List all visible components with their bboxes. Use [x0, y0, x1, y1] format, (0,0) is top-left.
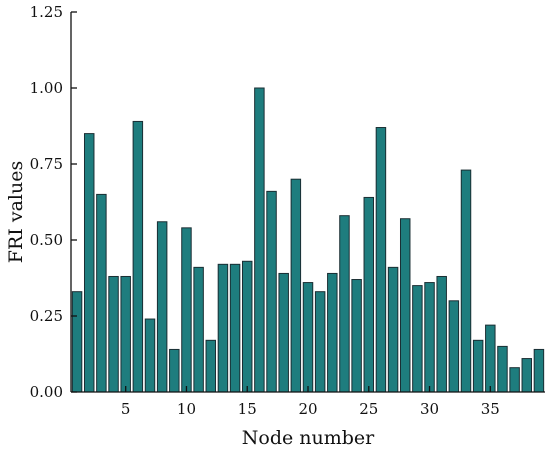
bar-node-23: [339, 215, 350, 393]
y-axis-title: FRI values: [5, 161, 27, 263]
bar-node-3: [96, 193, 107, 393]
bar-node-16: [254, 87, 265, 393]
bar-node-12: [205, 339, 217, 393]
bar-node-15: [241, 260, 253, 393]
x-axis-title: Node number: [242, 427, 375, 449]
bar-node-20: [302, 282, 314, 393]
x-tick-label: 20: [298, 400, 317, 418]
bar-node-37: [509, 367, 520, 393]
bar-node-26: [375, 127, 387, 393]
bar-node-6: [132, 120, 144, 393]
bar-node-9: [169, 348, 180, 393]
y-tick-label: 1.25: [30, 3, 63, 21]
bar-node-18: [278, 272, 289, 393]
bar-node-24: [351, 279, 362, 393]
x-tick-label: 10: [177, 400, 196, 418]
bar-node-29: [412, 285, 423, 393]
bar-node-2: [83, 133, 95, 393]
bar-node-13: [217, 263, 229, 393]
bar-node-39: [533, 348, 545, 393]
bar-node-21: [314, 291, 326, 393]
bar-node-7: [144, 318, 156, 393]
bar-node-38: [521, 358, 533, 393]
bar-node-5: [120, 275, 131, 393]
bar-node-31: [436, 275, 447, 393]
x-tick-label: 15: [238, 400, 257, 418]
bar-node-14: [229, 263, 241, 393]
bar-node-11: [193, 266, 204, 393]
bars-group: [71, 87, 545, 393]
y-tick-label: 0.50: [30, 231, 63, 249]
bar-node-22: [327, 272, 338, 393]
bar-node-36: [497, 345, 508, 393]
x-tick-label: 25: [359, 400, 378, 418]
bar-node-34: [472, 339, 484, 393]
bar-node-30: [424, 282, 435, 393]
bar-node-35: [485, 324, 496, 393]
x-ticks-group: 5 10 15 20 25 30 35: [121, 386, 500, 418]
y-tick-label: 1.00: [30, 79, 63, 97]
y-tick-label: 0.00: [30, 383, 63, 401]
x-tick-label: 35: [481, 400, 500, 418]
bar-node-19: [290, 178, 302, 393]
bar-node-4: [108, 275, 119, 393]
y-ticks-group: 0.00 0.25 0.50 0.75 1.00 1.25: [30, 3, 77, 401]
bar-node-8: [156, 221, 168, 393]
bar-node-1: [71, 291, 83, 393]
bar-node-27: [387, 266, 399, 393]
x-tick-label: 30: [420, 400, 439, 418]
bar-node-25: [363, 196, 375, 393]
bar-node-17: [266, 190, 277, 393]
bar-node-10: [181, 227, 192, 393]
y-tick-label: 0.75: [30, 155, 63, 173]
x-tick-label: 5: [121, 400, 131, 418]
bar-node-32: [448, 300, 460, 393]
y-tick-label: 0.25: [30, 307, 63, 325]
bar-node-33: [460, 169, 472, 393]
bar-node-28: [399, 218, 411, 393]
